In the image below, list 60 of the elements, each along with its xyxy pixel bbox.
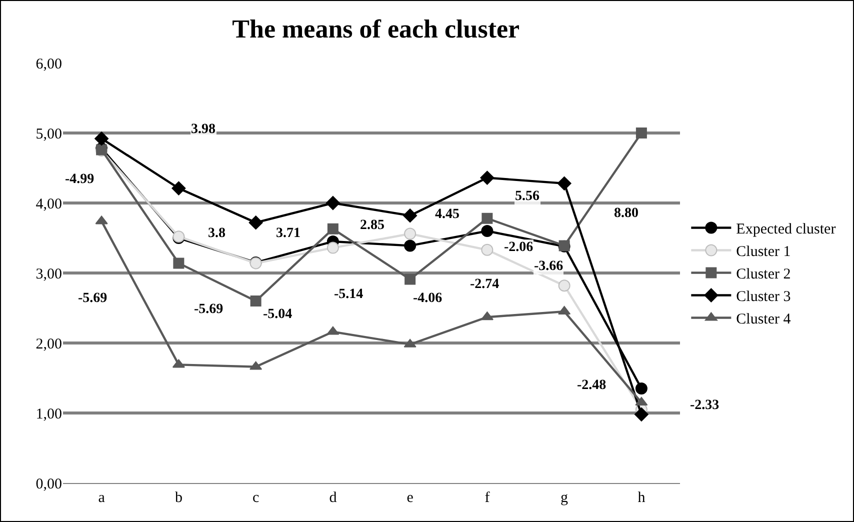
point bbox=[327, 223, 338, 234]
y-tick-label: 3,00 bbox=[36, 266, 62, 282]
point bbox=[326, 196, 340, 210]
annotation: -2.06 bbox=[504, 240, 534, 255]
annotation: -4.06 bbox=[413, 291, 442, 306]
annotation: 3.8 bbox=[208, 226, 226, 241]
point bbox=[403, 208, 418, 223]
annotation: -5.14 bbox=[334, 287, 364, 302]
legend-label: Cluster 3 bbox=[736, 289, 791, 306]
point bbox=[94, 132, 109, 146]
x-tick-label: f bbox=[484, 490, 490, 506]
annotation: 5.56 bbox=[515, 189, 540, 204]
point bbox=[172, 181, 186, 196]
y-tick-label: 0,00 bbox=[36, 476, 62, 492]
legend-label: Expected cluster bbox=[736, 222, 836, 238]
point bbox=[558, 280, 570, 292]
point bbox=[557, 176, 572, 190]
annotation: 3.98 bbox=[191, 122, 216, 137]
x-tick-label: e bbox=[406, 490, 414, 506]
point bbox=[404, 274, 416, 285]
chart-title: The means of each cluster bbox=[232, 14, 520, 44]
point bbox=[482, 212, 493, 224]
y-tick-label: 2,00 bbox=[36, 336, 62, 352]
point bbox=[248, 216, 263, 230]
annotation: -3.66 bbox=[534, 259, 564, 274]
point bbox=[404, 240, 416, 252]
point bbox=[481, 225, 494, 237]
point bbox=[481, 244, 494, 256]
y-tick-label: 6,00 bbox=[36, 56, 62, 72]
text: -2.33 bbox=[690, 398, 720, 413]
x-tick-label: h bbox=[638, 490, 646, 506]
x-tick-label: c bbox=[252, 490, 260, 506]
legend-label: Cluster 2 bbox=[736, 266, 791, 283]
point bbox=[636, 128, 647, 138]
point bbox=[173, 258, 184, 269]
point bbox=[250, 296, 262, 306]
legend-label: Cluster 4 bbox=[736, 312, 792, 328]
annotation: -2.74 bbox=[470, 277, 500, 292]
y-tick-label: 1,00 bbox=[36, 406, 62, 422]
annotation: -5.69 bbox=[78, 291, 108, 306]
point bbox=[326, 242, 339, 254]
point bbox=[480, 170, 494, 185]
x-tick-label: d bbox=[329, 490, 338, 506]
annotation: 3.71 bbox=[276, 226, 300, 241]
annotation: 8.80 bbox=[614, 206, 638, 221]
point bbox=[404, 228, 416, 240]
annotation: -5.04 bbox=[263, 307, 292, 322]
point bbox=[635, 382, 648, 394]
legend-label: Cluster 1 bbox=[736, 244, 791, 260]
annotation: -4.99 bbox=[65, 172, 94, 187]
annotation: -5.69 bbox=[194, 302, 224, 317]
y-tick-label: 5,00 bbox=[36, 126, 62, 142]
annotation: 2.85 bbox=[360, 218, 384, 233]
y-tick-label: 4,00 bbox=[36, 196, 62, 212]
annotation: -2.48 bbox=[577, 378, 606, 393]
x-tick-label: g bbox=[560, 490, 569, 506]
annotation: 4.45 bbox=[435, 207, 460, 222]
x-tick-label: b bbox=[174, 490, 182, 506]
x-tick-label: a bbox=[98, 490, 106, 506]
point bbox=[634, 407, 648, 422]
